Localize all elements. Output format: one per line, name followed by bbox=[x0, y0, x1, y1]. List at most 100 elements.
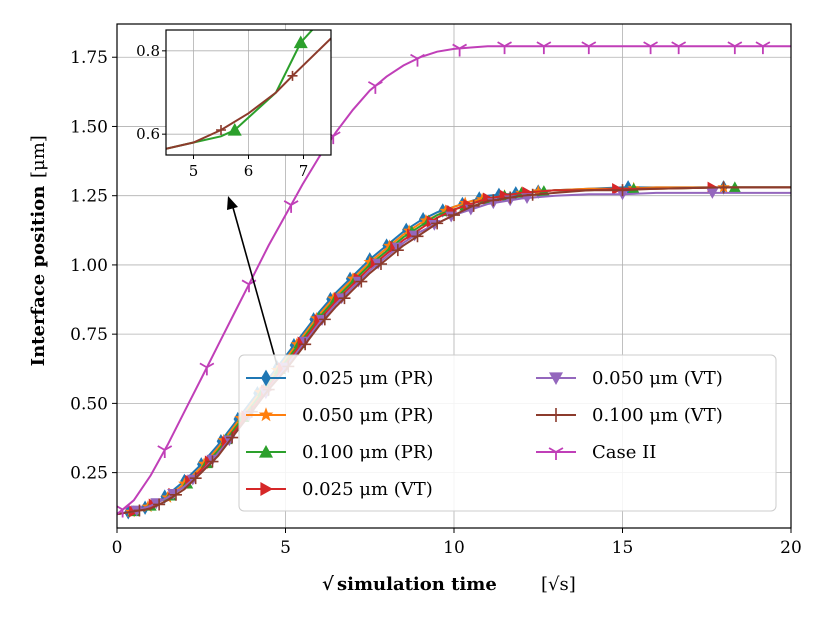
data-point bbox=[226, 431, 239, 444]
y-tick-label: 1.75 bbox=[70, 48, 108, 68]
data-point-shape bbox=[487, 194, 500, 207]
data-point bbox=[374, 258, 387, 270]
legend-marker bbox=[259, 445, 273, 458]
data-point-shape bbox=[206, 455, 219, 468]
series-group bbox=[117, 41, 791, 520]
legend-marker bbox=[261, 369, 271, 387]
legend: 0.025 μm (PR) 0.050 μm (PR) 0.100 μm (PR) 0… bbox=[238, 354, 777, 512]
legend-marker bbox=[260, 482, 273, 496]
data-point bbox=[452, 43, 468, 57]
inset-data-point bbox=[287, 70, 298, 81]
data-point-shape bbox=[189, 472, 202, 485]
data-point-shape bbox=[616, 184, 629, 197]
data-point-shape bbox=[283, 200, 299, 213]
data-point bbox=[299, 338, 312, 351]
data-point bbox=[497, 41, 512, 55]
inset-series-group bbox=[166, 30, 331, 150]
data-point-shape bbox=[612, 183, 623, 195]
legend-entry-1: 0.025 μm (PR) bbox=[246, 368, 433, 389]
data-point-shape bbox=[717, 181, 730, 194]
data-point bbox=[318, 313, 331, 326]
y-axis-label-text: Interface position bbox=[28, 186, 49, 367]
inset-data-point bbox=[216, 125, 226, 135]
legend-entry-3: 0.100 μm (PR) bbox=[246, 442, 433, 463]
data-point bbox=[439, 204, 452, 217]
legend-marker bbox=[258, 407, 274, 422]
inset-ticks: 5 6 7 0.6 0.8 bbox=[136, 42, 308, 180]
data-point-shape bbox=[410, 53, 425, 67]
data-point bbox=[727, 41, 743, 55]
data-point bbox=[448, 209, 460, 222]
y-tick-label: 1.25 bbox=[70, 187, 108, 207]
inset-y-tick-label: 0.6 bbox=[136, 125, 160, 143]
data-point-shape bbox=[318, 313, 331, 326]
data-point-shape bbox=[374, 258, 387, 270]
data-point bbox=[487, 194, 500, 207]
data-point-shape bbox=[157, 445, 173, 458]
x-tick-label: 0 bbox=[112, 538, 123, 558]
data-point bbox=[383, 239, 396, 252]
inset-data-point bbox=[227, 123, 242, 136]
legend-box bbox=[238, 354, 777, 512]
data-point bbox=[117, 504, 131, 518]
data-point bbox=[338, 292, 351, 305]
data-point bbox=[706, 188, 719, 199]
zoom-arrow bbox=[227, 196, 278, 366]
data-point-shape bbox=[153, 498, 166, 511]
legend-label: 0.100 μm (VT) bbox=[592, 405, 723, 426]
x-tick-label: 10 bbox=[443, 538, 465, 558]
data-point-shape bbox=[363, 255, 376, 268]
data-point-shape bbox=[452, 43, 468, 57]
data-point-shape bbox=[526, 188, 539, 201]
data-point bbox=[153, 498, 166, 511]
y-tick-label: 0.25 bbox=[70, 464, 108, 484]
inset-x-tick-label: 7 bbox=[299, 162, 309, 180]
data-point bbox=[526, 188, 539, 201]
data-point-shape bbox=[367, 81, 383, 94]
legend-marker bbox=[549, 408, 563, 422]
inset-data-point-shape bbox=[287, 70, 298, 81]
legend-marker bbox=[548, 447, 564, 460]
data-point-shape bbox=[536, 41, 552, 55]
data-point-shape bbox=[299, 338, 312, 351]
data-point bbox=[612, 183, 623, 195]
data-point-shape bbox=[727, 41, 743, 55]
legend-entry-5: 0.050 μm (VT) bbox=[536, 368, 723, 389]
legend-marker-shape bbox=[548, 447, 564, 460]
data-point bbox=[206, 455, 219, 468]
data-point-shape bbox=[355, 275, 368, 288]
legend-marker-shape bbox=[549, 372, 563, 385]
legend-marker bbox=[549, 372, 563, 385]
series-line bbox=[117, 45, 791, 515]
data-point-shape bbox=[623, 180, 633, 195]
data-point-shape bbox=[643, 41, 658, 55]
legend-label: 0.100 μm (PR) bbox=[302, 442, 433, 463]
legend-marker-shape bbox=[261, 369, 271, 387]
legend-entry-2: 0.050 μm (PR) bbox=[246, 405, 433, 426]
data-point-shape bbox=[133, 504, 146, 517]
legend-label: 0.050 μm (PR) bbox=[302, 405, 433, 426]
data-point-shape bbox=[241, 279, 257, 293]
data-point bbox=[581, 41, 597, 55]
x-tick-label: 15 bbox=[612, 538, 634, 558]
inset-x-tick-label: 5 bbox=[189, 162, 199, 180]
y-axis-label-unit: [μm] bbox=[28, 135, 49, 178]
data-point bbox=[410, 53, 425, 67]
inset-data-point-shape bbox=[293, 35, 308, 49]
data-point-shape bbox=[431, 217, 444, 230]
data-point-shape bbox=[581, 41, 597, 55]
data-point bbox=[536, 41, 552, 55]
data-point bbox=[411, 230, 424, 243]
x-tick-label: 5 bbox=[280, 538, 291, 558]
data-point-shape bbox=[467, 199, 480, 212]
legend-entry-4: 0.025 μm (VT) bbox=[246, 479, 433, 500]
data-point bbox=[199, 362, 215, 376]
y-axis-label: Interface position [μm] bbox=[28, 135, 49, 366]
data-point bbox=[504, 191, 517, 204]
inset-grid bbox=[166, 30, 331, 155]
legend-marker-shape bbox=[259, 445, 273, 458]
data-point bbox=[157, 445, 173, 458]
inset-data-point-shape bbox=[227, 123, 242, 136]
data-point bbox=[755, 41, 771, 55]
data-point-shape bbox=[439, 204, 452, 217]
